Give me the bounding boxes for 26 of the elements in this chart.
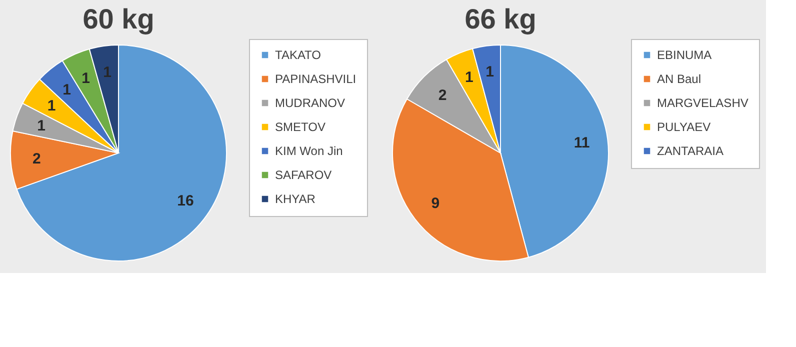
chart-title: 60 kg [82,4,154,34]
data-label: 1 [37,118,46,135]
legend-label: MARGVELASHV [657,96,748,110]
data-label: 2 [438,87,447,104]
legend-label: PULYAEV [657,120,711,134]
legend-label: MUDRANOV [275,96,346,110]
data-label: 9 [431,194,440,212]
legend-label: SMETOV [275,120,326,134]
data-label: 1 [103,64,112,81]
legend-label: KIM Won Jin [275,144,343,158]
legend-label: SAFAROV [275,168,332,182]
data-label: 1 [62,81,71,98]
data-label: 11 [574,134,590,152]
data-label: 1 [82,70,90,87]
data-label: 1 [486,64,494,81]
data-label: 1 [47,98,56,115]
legend-label: KHYAR [275,192,316,206]
legend-label: PAPINASHVILI [275,72,356,86]
data-label: 2 [32,150,41,168]
chart-title: 66 kg [464,4,536,34]
legend-label: EBINUMA [657,48,712,62]
legend-label: TAKATO [275,48,322,62]
legend-label: ZANTARAIA [657,144,724,158]
data-label: 16 [177,192,194,210]
data-label: 1 [464,69,474,86]
legend-label: AN Baul [657,72,702,86]
